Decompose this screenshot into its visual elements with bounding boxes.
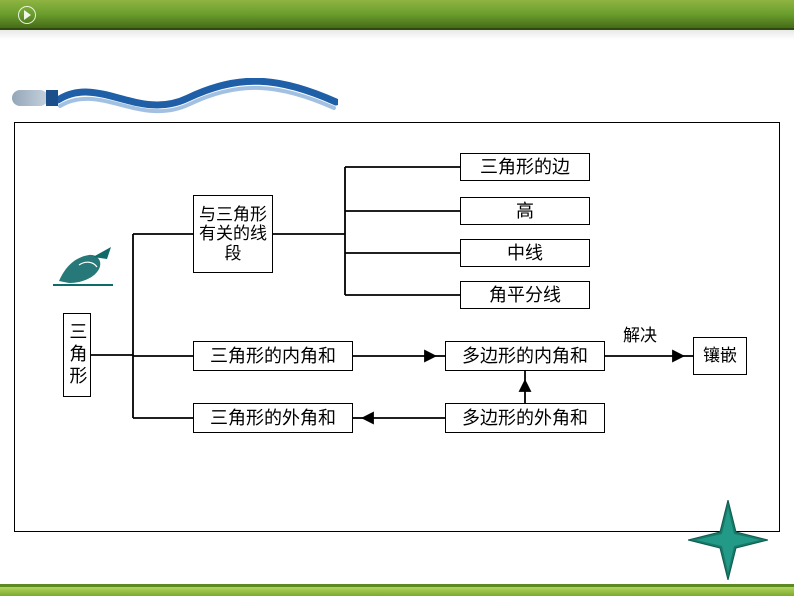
node-tessellation: 镶嵌 (693, 337, 747, 375)
node-related-segments: 与三角形有关的线段 (193, 195, 273, 273)
node-triangle-exterior: 三角形的外角和 (193, 403, 353, 433)
edge-label-solve: 解决 (623, 321, 657, 346)
node-label: 多边形的内角和 (462, 346, 588, 367)
node-label: 镶嵌 (703, 346, 737, 366)
node-label: 中线 (507, 243, 543, 264)
node-polygon-exterior: 多边形的外角和 (445, 403, 605, 433)
node-label: 三角形的内角和 (210, 346, 336, 367)
play-icon[interactable] (18, 6, 36, 24)
diagram-edges (15, 123, 781, 533)
node-label: 与三角形有关的线段 (198, 205, 268, 264)
header-shadow (0, 30, 794, 40)
header-bar (0, 0, 794, 30)
node-triangle-interior: 三角形的内角和 (193, 341, 353, 371)
node-polygon-interior: 多边形的内角和 (445, 341, 605, 371)
node-bisector: 角平分线 (460, 281, 590, 309)
ribbon-decoration (12, 78, 342, 118)
footer-bar (0, 584, 794, 596)
node-altitude: 高 (460, 197, 590, 225)
node-median: 中线 (460, 239, 590, 267)
node-label: 三角形 (67, 322, 88, 388)
star-decoration (688, 500, 768, 580)
node-label: 多边形的外角和 (462, 408, 588, 429)
node-label: 三角形的边 (480, 157, 570, 178)
node-label: 角平分线 (489, 285, 561, 306)
node-label: 高 (516, 201, 534, 222)
node-label: 三角形的外角和 (210, 408, 336, 429)
diagram-panel: 三角形 与三角形有关的线段 三角形的边 高 中线 角平分线 三角形的内角和 三角… (14, 122, 780, 532)
node-sides: 三角形的边 (460, 153, 590, 181)
node-triangle-root: 三角形 (63, 313, 91, 397)
pen-hand-icon (49, 243, 119, 293)
